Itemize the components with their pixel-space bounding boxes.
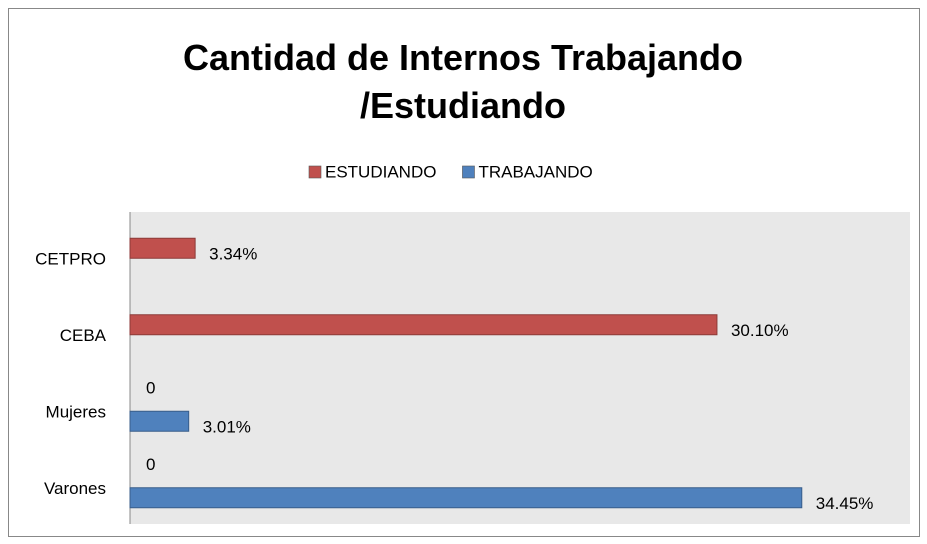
y-tick-label: CETPRO xyxy=(35,250,106,269)
legend-swatch xyxy=(462,165,475,179)
data-label: 30.10% xyxy=(731,321,789,340)
plot-area xyxy=(130,212,910,524)
legend-swatch xyxy=(308,165,322,179)
bar xyxy=(129,410,190,432)
data-label: 3.01% xyxy=(203,418,251,437)
y-tick-label: CEBA xyxy=(60,326,107,345)
chart-title: Cantidad de Internos Trabajando /Estudia… xyxy=(182,37,744,126)
data-label: 0 xyxy=(146,379,155,398)
legend-label: ESTUDIANDO xyxy=(325,162,436,181)
data-label: 34.45% xyxy=(816,494,874,513)
bar xyxy=(129,314,718,336)
legend-label: TRABAJANDO xyxy=(478,162,592,181)
data-label: 3.34% xyxy=(209,245,257,264)
y-tick-label: Varones xyxy=(44,479,106,498)
data-label: 0 xyxy=(146,455,155,474)
bar xyxy=(129,487,803,509)
bar xyxy=(129,237,196,259)
y-tick-label: Mujeres xyxy=(46,403,106,422)
